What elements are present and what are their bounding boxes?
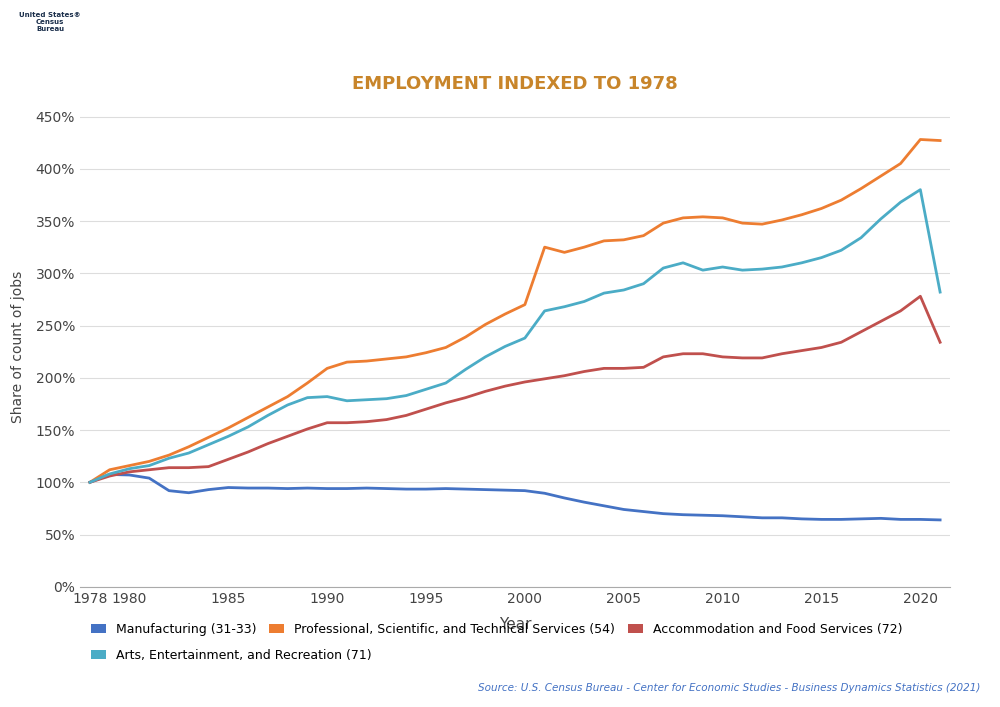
X-axis label: Year: Year	[499, 617, 531, 632]
Text: Source: U.S. Census Bureau - Center for Economic Studies - Business Dynamics Sta: Source: U.S. Census Bureau - Center for …	[478, 683, 980, 693]
Legend: Manufacturing (31-33), Professional, Scientific, and Technical Services (54), Ac: Manufacturing (31-33), Professional, Sci…	[86, 618, 907, 641]
Text: United States®
Census
Bureau: United States® Census Bureau	[19, 12, 81, 33]
Legend: Arts, Entertainment, and Recreation (71): Arts, Entertainment, and Recreation (71)	[86, 644, 377, 667]
Y-axis label: Share of count of jobs: Share of count of jobs	[11, 270, 25, 423]
Text: BDS Explorer: BDS Explorer	[120, 13, 285, 37]
Title: EMPLOYMENT INDEXED TO 1978: EMPLOYMENT INDEXED TO 1978	[352, 76, 678, 93]
Bar	[5, 2, 95, 47]
